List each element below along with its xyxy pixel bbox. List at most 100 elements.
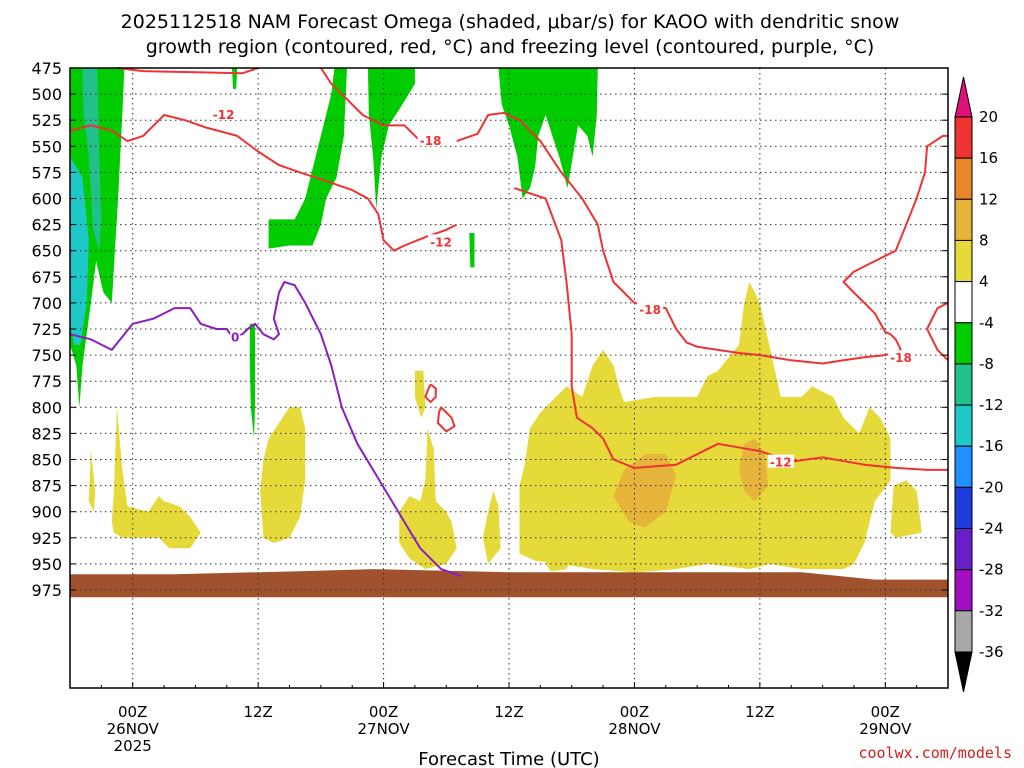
omega-positive-4 <box>88 449 96 512</box>
contour-label-bg <box>417 133 444 147</box>
y-tick-label: 800 <box>31 398 62 417</box>
y-tick-label: 975 <box>31 581 62 600</box>
colorbar: 20 16 12 8 4 -4 -8 -12 -16 -20 -24 -28 -32 -36 <box>954 76 1004 693</box>
dgz-contour-upper-a <box>69 114 458 252</box>
colorbar-swatch <box>954 281 973 324</box>
omega-shading-layer <box>70 68 922 573</box>
y-tick-label: 625 <box>31 216 62 235</box>
y-tick-label: 950 <box>31 555 62 574</box>
omega-negative-7 <box>249 323 255 439</box>
omega-negative-4 <box>268 68 347 249</box>
colorbar-swatch <box>954 610 973 653</box>
colorbar-tick-label: -12 <box>979 396 1004 414</box>
omega-positive-10 <box>613 454 677 528</box>
colorbar-swatch <box>954 116 973 159</box>
omega-positive-8 <box>890 480 922 538</box>
omega-negative-3 <box>70 156 89 345</box>
colorbar-tick-label: -28 <box>979 561 1004 579</box>
y-tick-label: 850 <box>31 451 62 470</box>
colorbar-tick-label: 12 <box>979 190 998 208</box>
x-tick-label: 27NOV <box>358 720 411 738</box>
colorbar-tick-label: 20 <box>979 108 998 126</box>
omega-positive-6 <box>414 370 426 418</box>
y-axis: 475 500 525 550 575 600 625 650 675 700 725 750 775 8… <box>31 59 948 600</box>
y-tick-label: 875 <box>31 477 62 496</box>
x-tick-label: 12Z <box>745 703 774 721</box>
contour-label: -12 <box>770 456 792 470</box>
colorbar-swatch <box>954 363 973 406</box>
contour-label: -12 <box>430 235 452 249</box>
dgz-contour-lower <box>513 187 948 471</box>
omega-negative-5 <box>367 68 415 209</box>
freezing-level-contour <box>69 281 463 578</box>
contour-label: -12 <box>213 108 235 122</box>
x-tick-label: 28NOV <box>608 720 661 738</box>
y-tick-label: 500 <box>31 85 62 104</box>
x-tick-label: 12Z <box>243 703 272 721</box>
dgz-contour-upper-b <box>116 67 259 75</box>
y-tick-label: 700 <box>31 294 62 313</box>
y-tick-label: 600 <box>31 190 62 209</box>
colorbar-swatch <box>954 404 973 447</box>
colorbar-tick-label: -36 <box>979 643 1004 661</box>
colorbar-tick-label: 4 <box>979 273 989 291</box>
omega-positive-1 <box>519 282 891 573</box>
colorbar-swatch <box>954 157 973 200</box>
omega-negative-6 <box>498 68 598 199</box>
contour-label: -18 <box>420 134 442 148</box>
colorbar-tick-label: -20 <box>979 478 1004 496</box>
x-tick-label: 12Z <box>494 703 523 721</box>
x-axis-label: Forecast Time (UTC) <box>418 749 599 768</box>
y-tick-label: 525 <box>31 111 62 130</box>
dgz-contour-right-a <box>842 134 948 351</box>
x-tick-label: 29NOV <box>859 720 912 738</box>
colorbar-tick-label: 8 <box>979 231 989 249</box>
colorbar-swatch <box>954 569 973 612</box>
y-tick-label: 550 <box>31 137 62 156</box>
colorbar-tick-label: -16 <box>979 437 1004 455</box>
contour-label-bg <box>887 350 914 364</box>
plot-area: -12 -18 -12 -18 -12 -18 0 <box>69 67 949 689</box>
y-tick-label: 775 <box>31 372 62 391</box>
dgz-contour-right-b <box>926 302 949 362</box>
y-tick-label: 475 <box>31 59 62 78</box>
omega-positive-5 <box>399 428 457 570</box>
x-tick-label: 26NOV <box>107 720 160 738</box>
colorbar-tick-label: -32 <box>979 602 1004 620</box>
omega-positive-3 <box>111 407 201 549</box>
omega-positive-7 <box>482 490 501 564</box>
colorbar-swatch <box>954 198 973 241</box>
omega-negative-2 <box>82 68 102 251</box>
colorbar-swatch <box>954 528 973 571</box>
dgz-contour-small-b <box>424 383 437 404</box>
dgz-contour-upper-c <box>320 67 421 142</box>
y-tick-label: 900 <box>31 503 62 522</box>
colorbar-swatch <box>954 322 973 365</box>
y-tick-label: 825 <box>31 424 62 443</box>
omega-negative-8 <box>469 233 475 268</box>
contour-label-layer: -12 -18 -12 -18 -12 -18 0 <box>210 106 914 470</box>
y-tick-label: 725 <box>31 320 62 339</box>
y-tick-label: 675 <box>31 268 62 287</box>
colorbar-swatch <box>954 239 973 283</box>
contour-label-bg <box>767 454 794 468</box>
y-tick-label: 575 <box>31 163 62 182</box>
credit-watermark: coolwx.com/models <box>858 744 1012 762</box>
x-tick-label: 00Z <box>369 703 398 721</box>
colorbar-tick-label: -4 <box>979 314 994 332</box>
colorbar-tick-label: -24 <box>979 520 1004 538</box>
omega-positive-2 <box>260 407 306 543</box>
chart-title-line-2: growth region (contoured, red, °C) and f… <box>146 36 875 58</box>
colorbar-swatch <box>954 486 973 530</box>
contour-label: -18 <box>639 303 661 317</box>
grid-layer <box>70 68 948 688</box>
colorbar-tick-label: 16 <box>979 149 998 167</box>
x-tick-label: 00Z <box>118 703 147 721</box>
y-tick-label: 925 <box>31 529 62 548</box>
x-tick-label: 2025 <box>114 737 152 755</box>
x-tick-label: 00Z <box>620 703 649 721</box>
contour-label-bg <box>230 329 241 343</box>
x-tick-label: 00Z <box>871 703 900 721</box>
colorbar-cap-bottom <box>954 651 973 693</box>
